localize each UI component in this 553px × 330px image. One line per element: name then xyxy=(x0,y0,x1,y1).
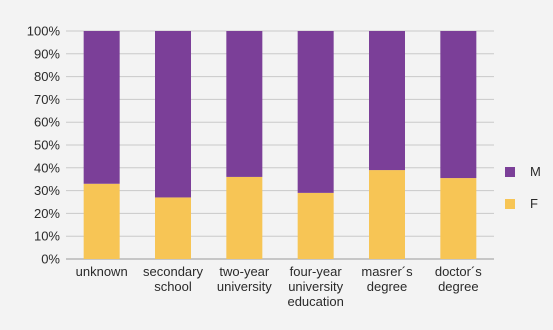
y-tick-label: 80% xyxy=(34,69,60,84)
y-tick-label: 70% xyxy=(34,92,60,107)
y-tick-label: 90% xyxy=(34,46,60,61)
legend-label: M xyxy=(530,164,541,179)
x-tick-label: unknown xyxy=(76,264,128,279)
bar-segment-M xyxy=(369,31,405,171)
y-axis-ticks: 0% 10% 20% 30% 40% 50% 60% 70% 80% 90% 100% xyxy=(27,24,61,267)
x-axis-labels: unknown secondary school two-year university… xyxy=(76,264,483,309)
x-tick-label: secondary school xyxy=(143,264,203,294)
y-tick-label: 30% xyxy=(34,183,60,198)
y-tick-label: 100% xyxy=(27,24,61,39)
y-tick-label: 40% xyxy=(34,160,60,175)
bar-segment-F xyxy=(440,178,477,259)
bar-segment-M xyxy=(297,31,334,193)
bars xyxy=(83,31,477,259)
legend: MF xyxy=(505,164,541,211)
bar-segment-F xyxy=(226,176,263,259)
legend-swatch xyxy=(505,167,515,177)
x-tick-label: two-year university xyxy=(217,264,272,294)
bar-segment-F xyxy=(369,170,405,259)
bar-segment-M xyxy=(440,31,477,179)
bar-segment-M xyxy=(226,31,263,177)
gridlines xyxy=(66,30,494,260)
y-tick-label: 0% xyxy=(41,252,60,267)
y-tick-label: 20% xyxy=(34,206,60,221)
x-tick-label: four-year university education xyxy=(287,264,343,309)
bar-segment-F xyxy=(297,192,334,259)
x-tick-label: masrer´s degree xyxy=(361,264,413,294)
legend-label: F xyxy=(530,196,538,211)
y-tick-label: 60% xyxy=(34,115,60,130)
bar-segment-F xyxy=(83,183,120,259)
bar-segment-F xyxy=(155,197,191,259)
legend-swatch xyxy=(505,199,515,209)
bar-segment-M xyxy=(155,31,191,198)
y-tick-label: 10% xyxy=(34,229,60,244)
x-tick-label: doctor´s degree xyxy=(435,264,482,294)
y-tick-label: 50% xyxy=(34,138,60,153)
bar-segment-M xyxy=(83,31,120,184)
